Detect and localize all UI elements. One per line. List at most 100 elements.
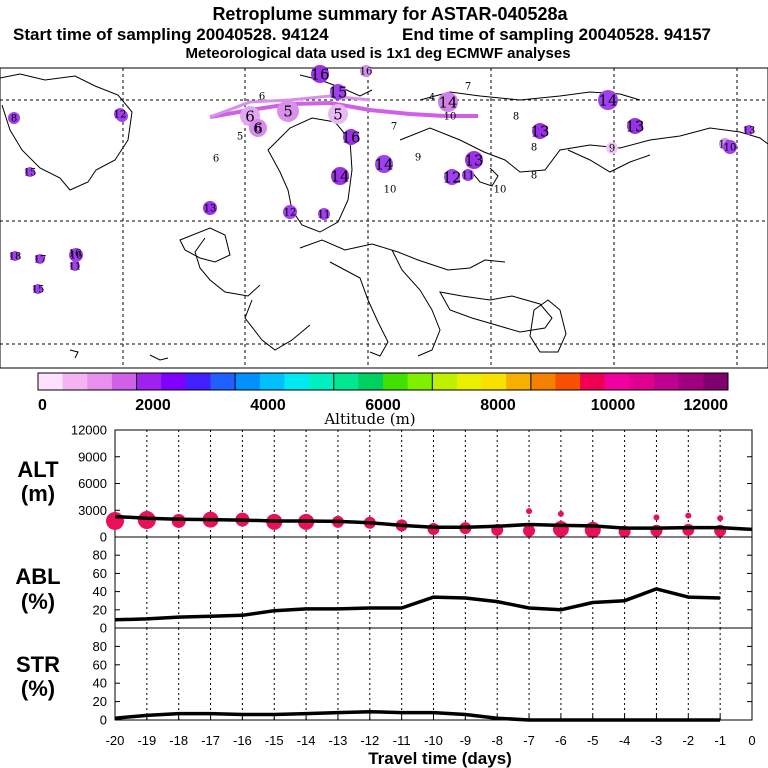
colorbar-cell (432, 373, 458, 390)
x-tick-label: -9 (460, 733, 472, 748)
map-marker: 5 (328, 104, 348, 124)
marker-label: 8 (11, 114, 17, 125)
y-axis-label: STR (16, 652, 60, 677)
colorbar-cell (259, 373, 285, 390)
marker-label: 17 (34, 255, 47, 266)
marker-dot (532, 123, 548, 139)
map-marker: 4 (429, 93, 435, 104)
map-marker: 10 (494, 185, 507, 196)
colorbar-tick: 6000 (365, 397, 401, 414)
marker-dot (723, 140, 737, 154)
y-tick-label: 80 (93, 639, 107, 654)
marker-dot (606, 142, 618, 154)
map-marker: 8 (531, 171, 537, 182)
met-data-text: Meteorological data used is 1x1 deg ECMW… (185, 45, 570, 62)
marker-dot (360, 65, 372, 77)
x-tick-label: -3 (651, 733, 663, 748)
marker-label: 13 (530, 122, 549, 140)
altitude-mark (653, 514, 660, 521)
map-marker: 10 (444, 112, 457, 123)
map-marker: 17 (34, 254, 47, 266)
marker-dot (35, 254, 45, 264)
x-tick-label: -13 (329, 733, 348, 748)
map-marker: 14 (330, 167, 350, 185)
marker-dot (343, 129, 359, 145)
x-tick-label: -11 (393, 733, 411, 748)
colorbar-cell (604, 373, 630, 390)
marker-label: 7 (465, 82, 471, 93)
map-marker: 15 (32, 284, 44, 296)
colorbar-cell (678, 373, 704, 390)
colorbar-cell (654, 373, 680, 390)
marker-label: 5 (237, 132, 243, 143)
x-tick-label: -10 (424, 733, 443, 748)
y-tick-label: 20 (93, 694, 107, 709)
map-marker: 14 (598, 90, 618, 110)
marker-label: 13 (464, 151, 483, 169)
x-tick-label: -17 (201, 733, 220, 748)
colorbar-tick: 4000 (250, 397, 286, 414)
marker-label: 10 (444, 112, 457, 123)
marker-label: 16 (69, 249, 82, 260)
marker-label: 14 (330, 167, 349, 185)
marker-dot (283, 205, 297, 219)
map-panel: 1615167144665576108168913141310141012111… (0, 65, 768, 369)
marker-dot (311, 65, 329, 83)
map-marker: 7 (465, 82, 471, 93)
time-series-panels: 030006000900012000ALT(m)020406080ABL(%)0… (15, 423, 755, 768)
marker-dot (328, 104, 348, 124)
marker-dot (277, 100, 299, 122)
y-tick-label: 60 (93, 566, 107, 581)
colorbar-cells (38, 373, 729, 390)
marker-dot (331, 167, 349, 185)
marker-label: 13 (625, 117, 644, 135)
map-marker: 6 (259, 92, 265, 103)
marker-label: 11 (462, 171, 475, 182)
x-tick-label: -2 (683, 733, 695, 748)
map-marker: 9 (606, 142, 618, 155)
marker-label: 14 (374, 155, 393, 173)
start-time-text: Start time of sampling 20040528. 94124 (13, 25, 329, 44)
y-tick-label: 12000 (71, 423, 107, 438)
map-marker: 16 (360, 65, 372, 78)
map-marker: 16 (69, 249, 82, 260)
altitude-mark (427, 522, 440, 535)
colorbar-cell (284, 373, 310, 390)
altitude-mark (106, 511, 124, 530)
colorbar-tick: 10000 (591, 397, 636, 414)
map-marker: 18 (9, 251, 21, 263)
y-tick-label: 6000 (78, 476, 107, 491)
marker-label: 13 (204, 204, 217, 215)
x-tick-label: 0 (748, 733, 755, 748)
x-tick-label: -12 (360, 733, 379, 748)
marker-label: 16 (341, 128, 360, 146)
y-axis-unit: (%) (21, 589, 55, 614)
x-axis-label: Travel time (days) (368, 749, 512, 768)
map-marker: 13 (464, 151, 484, 169)
marker-label: 11 (69, 262, 82, 273)
marker-label: 12 (284, 208, 297, 219)
y-tick-label: 0 (100, 621, 107, 636)
marker-label: 15 (24, 168, 37, 179)
marker-label: 16 (310, 65, 329, 83)
colorbar-label: Altitude (m) (323, 410, 415, 428)
x-tick-label: -5 (587, 733, 599, 748)
colorbar-cell (62, 373, 88, 390)
marker-label: 6 (245, 107, 255, 125)
map-marker: 10 (384, 185, 397, 196)
marker-dot (69, 248, 83, 262)
x-tick-label: -7 (523, 733, 535, 748)
marker-dot (598, 90, 618, 110)
colorbar-frame (37, 372, 729, 391)
marker-label: 10 (494, 185, 507, 196)
map-marker: 14 (438, 92, 458, 112)
colorbar-tick-labels: 0 2000 4000 6000 8000 10000 12000 (38, 373, 728, 414)
marker-label: 14 (438, 93, 457, 111)
x-tick-label: -14 (297, 733, 316, 748)
marker-dot (114, 108, 126, 120)
marker-label: 8 (531, 143, 537, 154)
panel-alt: 0 3000 6000 9000 12000 ALT(m) (17, 423, 753, 545)
colorbar-cell (111, 373, 138, 390)
colorbar-cell (235, 373, 261, 390)
altitude-mark (552, 520, 569, 537)
